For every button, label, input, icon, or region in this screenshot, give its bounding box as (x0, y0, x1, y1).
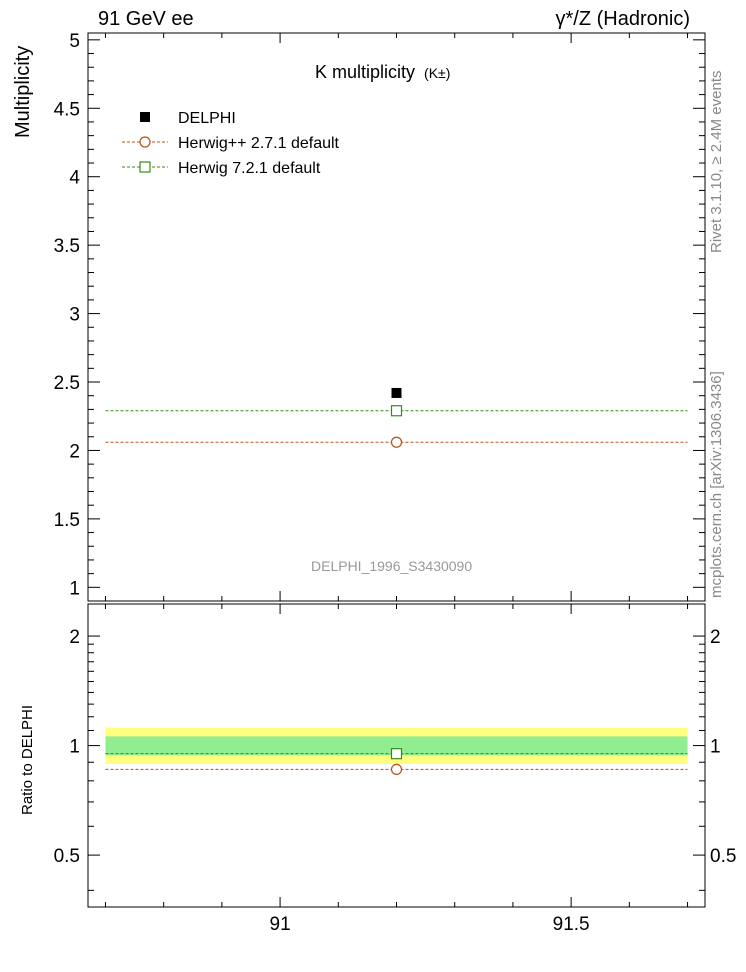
ratio-point-herwigpp (390, 763, 403, 776)
main-point-delphi (391, 387, 402, 398)
ratio-y-tick-label-right-0: 0.5 (710, 846, 736, 867)
header-process-label: γ*/Z (Hadronic) (555, 8, 690, 30)
analysis-watermark: DELPHI_1996_S3430090 (311, 558, 473, 574)
x-tick-label-1: 91.5 (553, 914, 590, 935)
main-y-tick-label-7: 4.5 (54, 99, 80, 120)
main-point-herwigpp (390, 436, 403, 448)
legend-marker-herwig7 (139, 161, 151, 173)
chart-title-sub: (K±) (424, 65, 451, 81)
ratio-y-tick-label-1: 1 (69, 737, 80, 758)
ratio-ylabel: Ratio to DELPHI (19, 704, 36, 815)
main-ylabel: Multiplicity (12, 45, 34, 138)
main-y-tick-label-4: 3 (69, 305, 80, 326)
main-y-tick-label-2: 2 (69, 441, 80, 462)
chart-title: K multiplicity (K±) (315, 62, 450, 83)
main-y-tick-label-8: 5 (69, 31, 80, 52)
legend-marker-herwigpp (139, 136, 151, 148)
legend-marker-delphi (140, 112, 150, 122)
legend-label-1: Herwig++ 2.7.1 default (178, 135, 340, 152)
uncertainty-band-1 (105, 736, 688, 756)
header-energy-label: 91 GeV ee (98, 8, 194, 30)
main-y-tick-label-0: 1 (69, 578, 80, 599)
mcplots-site-label: mcplots.cern.ch [arXiv:1306.3436] (708, 371, 725, 598)
ratio-y-tick-label-2: 2 (69, 627, 80, 648)
rivet-version-label: Rivet 3.1.10, ≥ 2.4M events (708, 70, 725, 254)
chart-title-main: K multiplicity (315, 62, 416, 82)
main-y-tick-label-6: 4 (69, 168, 80, 189)
ratio-y-tick-label-right-2: 2 (710, 627, 721, 648)
main-y-tick-label-1: 1.5 (54, 510, 80, 531)
main-y-tick-label-3: 2.5 (54, 373, 80, 394)
ratio-y-tick-label-0: 0.5 (54, 846, 80, 867)
ratio-point-herwig7 (390, 748, 403, 760)
x-tick-label-0: 91 (270, 914, 291, 935)
legend-label-0: DELPHI (178, 110, 236, 127)
main-point-herwig7 (390, 405, 403, 417)
legend-label-2: Herwig 7.2.1 default (178, 160, 321, 177)
main-y-tick-label-5: 3.5 (54, 236, 80, 257)
ratio-y-tick-label-right-1: 1 (710, 737, 721, 758)
